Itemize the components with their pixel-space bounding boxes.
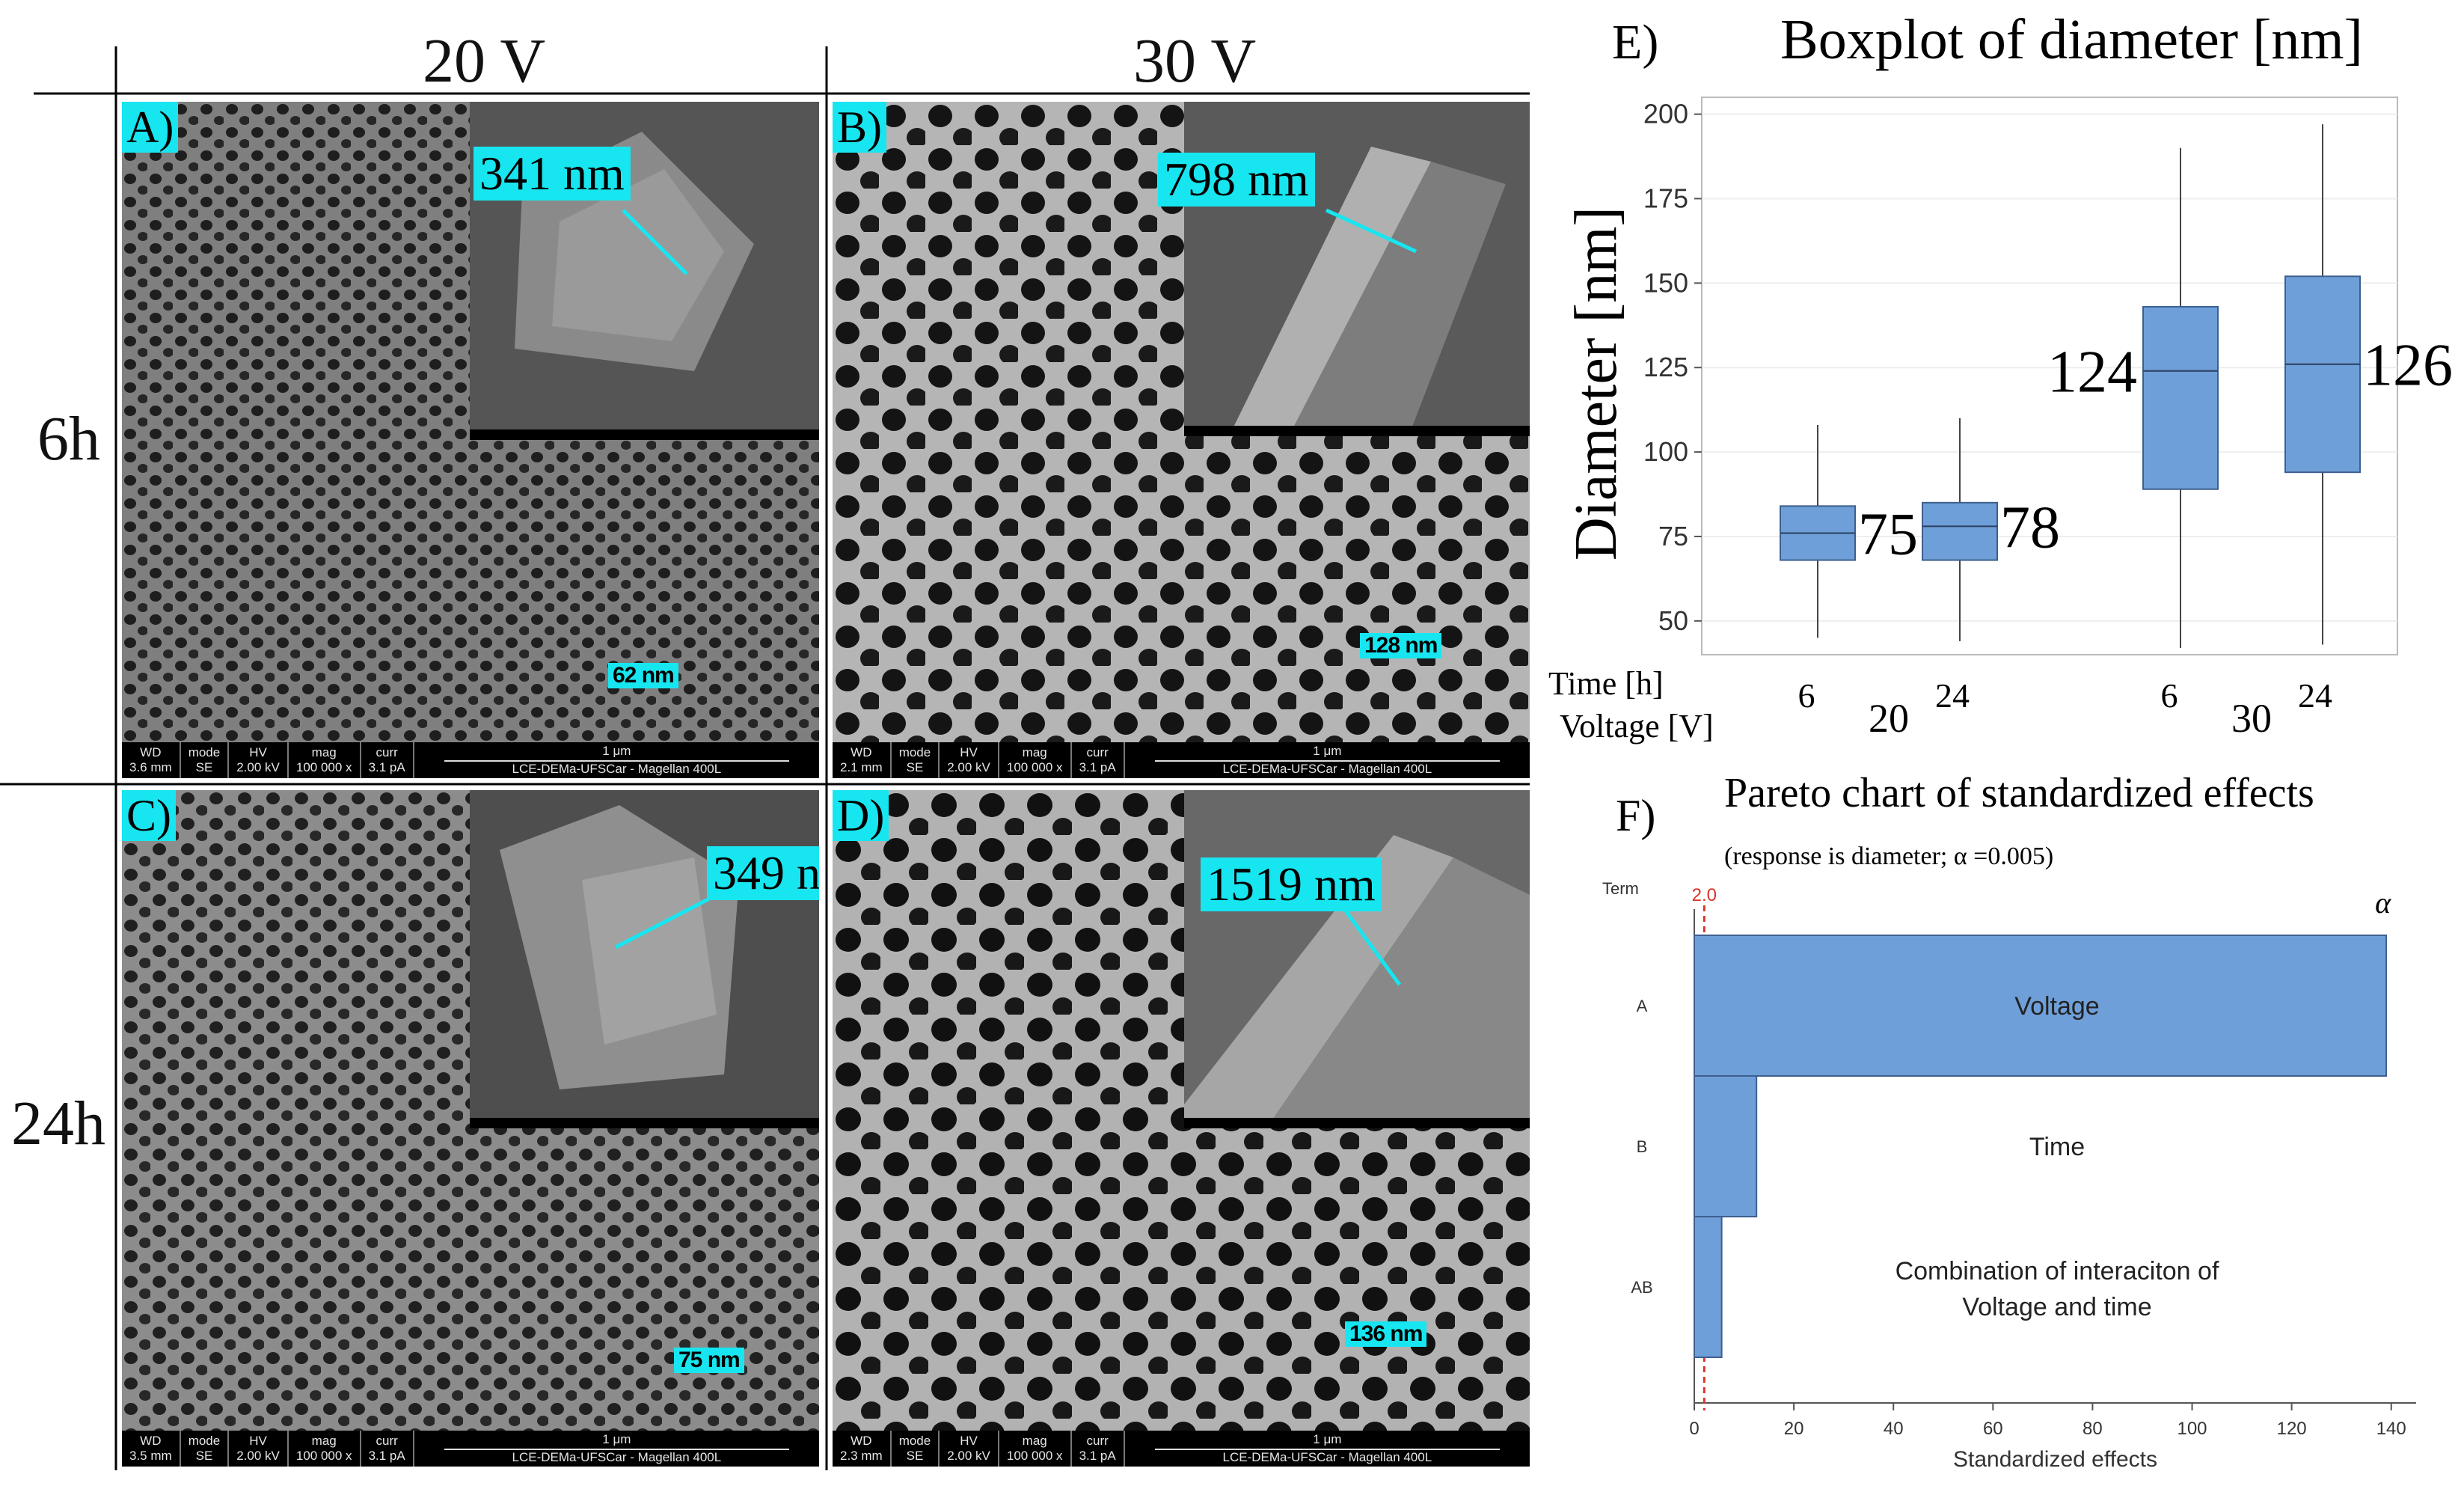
boxplot-chart: E) Boxplot of diameter [nm] 50 75 100 125 150 1… (1548, 8, 2453, 744)
cross-section-inset-b (1184, 102, 1530, 436)
x-row-label-voltage: Voltage [V] (1560, 708, 1714, 744)
effect-bar (1694, 1075, 1758, 1217)
cross-section-inset-d (1184, 790, 1530, 1128)
panel-tag-b: B) (833, 102, 886, 153)
reference-label: 2.0 (1692, 885, 1717, 905)
term-description: Voltage (2014, 992, 2099, 1021)
pore-label-b: 128 nm (1360, 633, 1442, 658)
thickness-label-a: 341 nm (474, 147, 631, 201)
y-tick-label: 200 (1643, 99, 1688, 129)
cross-section-inset-a (470, 102, 819, 440)
x-tick-label: 140 (2376, 1419, 2406, 1439)
term-label: B (1637, 1137, 1648, 1156)
sem-databar-d: WD 2.3 mm mode SE HV 2.00 kV mag 100 000 x c… (833, 1431, 1530, 1467)
x-time-label: 6 (2161, 676, 2178, 715)
box (2284, 275, 2361, 474)
thickness-arrow-a (622, 209, 688, 275)
term-description: Voltage and time (1962, 1293, 2151, 1321)
x-tick-label: 80 (2083, 1419, 2103, 1439)
sem-panel-d: D) 1519 nm 136 nm WD 2.3 mm mode SE HV 2.00… (833, 790, 1530, 1467)
grid-lines (0, 46, 1530, 1470)
x-tick-label: 60 (1983, 1419, 2003, 1439)
x-tick-label: 100 (2177, 1419, 2207, 1439)
y-tick-label: 175 (1643, 183, 1688, 213)
alpha-label: α (2375, 886, 2391, 920)
column-header-30v: 30 V (1133, 26, 1257, 96)
pore-label-d: 136 nm (1345, 1321, 1427, 1347)
row-header-6h: 6h (37, 404, 100, 474)
panel-label-f: F) (1616, 791, 1655, 840)
y-axis-label: Diameter [nm] (1563, 207, 1629, 560)
pore-label-a: 62 nm (608, 663, 678, 688)
panel-tag-c: C) (122, 790, 176, 841)
chart-title: Boxplot of diameter [nm] (1780, 8, 2363, 71)
row-header-24h: 24h (11, 1089, 105, 1158)
x-tick-label: 40 (1884, 1419, 1904, 1439)
thickness-label-d: 1519 nm (1201, 857, 1382, 911)
y-tick-label: 100 (1643, 436, 1688, 467)
thickness-label-c: 349 nm (707, 846, 819, 900)
median-label: 78 (2000, 495, 2060, 560)
sem-databar-b: WD 2.1 mm mode SE HV 2.00 kV mag 100 000 x c… (833, 742, 1530, 778)
y-tick-label: 50 (1658, 605, 1688, 636)
chart-title: Pareto chart of standardized effects (1724, 770, 2314, 816)
thickness-arrow-b (1325, 208, 1418, 254)
thickness-label-b: 798 nm (1158, 153, 1315, 207)
column-header-20v: 20 V (423, 26, 546, 96)
panel-tag-a: A) (122, 102, 179, 153)
x-time-label: 24 (1935, 676, 1970, 715)
x-voltage-label: 30 (2231, 696, 2272, 741)
effect-bar (1694, 1216, 1723, 1358)
pareto-chart: F) Pareto chart of standardized effects (r… (1602, 770, 2416, 1472)
panel-tag-d: D) (833, 790, 889, 841)
x-tick-label: 0 (1689, 1419, 1699, 1439)
term-description: Combination of interaciton of (1895, 1257, 2219, 1285)
median-label: 126 (2363, 333, 2453, 399)
y-tick-label: 75 (1658, 521, 1688, 551)
box (1922, 501, 1998, 561)
x-axis-label: Standardized effects (1953, 1447, 2157, 1472)
term-label: A (1637, 997, 1648, 1015)
sem-databar-c: WD 3.5 mm mode SE HV 2.00 kV mag 100 000 x c… (122, 1431, 819, 1467)
chart-subtitle: (response is diameter; α =0.005) (1724, 843, 2053, 870)
median-label: 75 (1858, 501, 1918, 567)
x-voltage-label: 20 (1869, 696, 1909, 741)
box (2142, 305, 2219, 490)
sem-panel-a: A) 341 nm 62 nm WD 3.6 mm mode SE HV 2.00 k… (122, 102, 819, 778)
median-label: 124 (2047, 340, 2137, 406)
x-time-label: 24 (2298, 676, 2332, 715)
x-tick-label: 20 (1784, 1419, 1804, 1439)
effect-bar (1694, 935, 2388, 1077)
y-tick-label: 150 (1643, 267, 1688, 298)
panel-label-e: E) (1612, 15, 1658, 70)
x-row-label-time: Time [h] (1548, 665, 1664, 702)
sem-panel-b: B) 798 nm 128 nm WD 2.1 mm mode SE HV 2.00 … (833, 102, 1530, 778)
thickness-arrow-c (614, 893, 718, 950)
pore-label-c: 75 nm (674, 1348, 744, 1373)
x-tick-label: 120 (2277, 1419, 2307, 1439)
y-axis-title: Term (1602, 879, 1639, 898)
y-tick-label: 125 (1643, 352, 1688, 382)
term-description: Time (2029, 1133, 2085, 1161)
thickness-arrow-d (1343, 908, 1402, 986)
term-label: AB (1631, 1278, 1652, 1297)
x-time-label: 6 (1798, 676, 1815, 715)
sem-databar-a: WD 3.6 mm mode SE HV 2.00 kV mag 100 000 x c… (122, 742, 819, 778)
